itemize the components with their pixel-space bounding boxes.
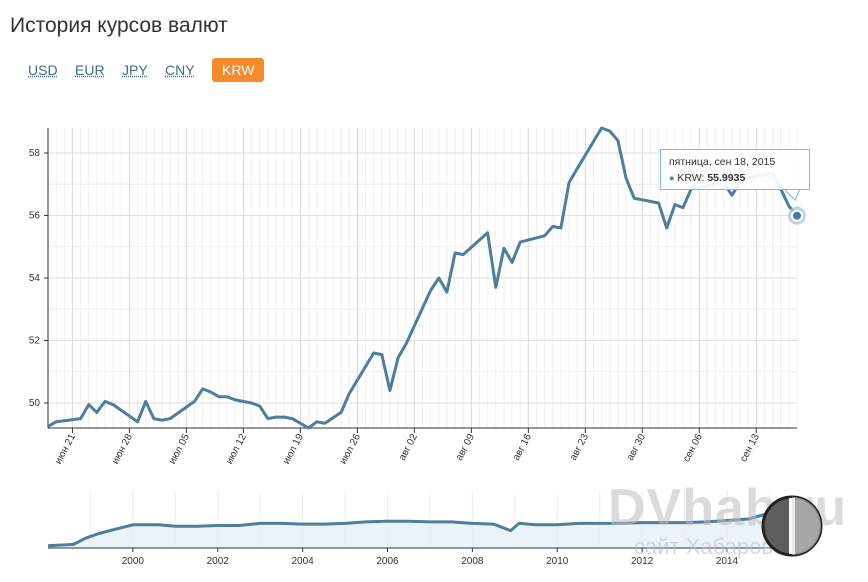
tooltip-pointer [783, 188, 801, 201]
overview-x-tick-label: 2010 [546, 556, 569, 567]
tab-eur[interactable]: EUR [75, 62, 105, 78]
tab-usd[interactable]: USD [28, 62, 58, 78]
x-tick-label: июл 05 [167, 432, 192, 466]
overview-x-tick-label: 2012 [631, 556, 654, 567]
overview-line [47, 504, 801, 548]
overview-x-tick-label: 2002 [207, 556, 230, 567]
tooltip-value: 55.9935 [707, 172, 746, 184]
x-tick-label: июн 28 [110, 432, 135, 466]
y-tick-label: 58 [29, 148, 41, 159]
series-line-krw [47, 126, 799, 430]
y-tick-label: 52 [29, 336, 41, 347]
x-tick-label: авг 09 [454, 432, 477, 463]
x-tick-label: авг 30 [625, 432, 648, 463]
main-series [47, 126, 806, 430]
tab-cny[interactable]: CNY [165, 62, 195, 78]
x-tick-label: июн 21 [53, 432, 78, 466]
x-tick-label: авг 16 [511, 432, 534, 463]
y-tick-label: 56 [29, 211, 41, 222]
overview-x-tick-label: 2000 [122, 556, 145, 567]
overview-chart[interactable]: 2000 2002 2004 2006 2008 2010 2012 2014 [47, 490, 801, 567]
tab-krw[interactable]: KRW [212, 58, 265, 82]
tab-jpy[interactable]: JPY [122, 62, 148, 78]
x-tick-label: авг 02 [397, 432, 420, 463]
x-tick-label: июл 19 [281, 432, 306, 466]
page-title: История курсов валют [10, 14, 228, 37]
overview-x-tick-label: 2008 [461, 556, 484, 567]
x-tick-label: сен 13 [738, 432, 762, 464]
y-tick-label: 54 [29, 273, 41, 284]
x-tick-label: июл 12 [224, 432, 249, 466]
overview-x-tick-label: 2014 [716, 556, 739, 567]
tooltip-marker-icon: ● [669, 173, 675, 183]
overview-x-tick-label: 2004 [292, 556, 315, 567]
x-tick-label: сен 06 [681, 432, 705, 464]
highlight-point [791, 209, 803, 222]
tooltip-date: пятница, сен 18, 2015 [669, 156, 776, 168]
x-tick-label: авг 23 [568, 432, 591, 463]
chart-tooltip: пятница, сен 18, 2015 ● KRW: 55.9935 [660, 149, 810, 190]
x-tick-label: июл 26 [338, 432, 363, 466]
overview-x-tick-label: 2006 [376, 556, 399, 567]
overview-area [48, 505, 800, 548]
y-tick-label: 50 [29, 398, 41, 409]
tooltip-series: KRW [677, 172, 702, 184]
